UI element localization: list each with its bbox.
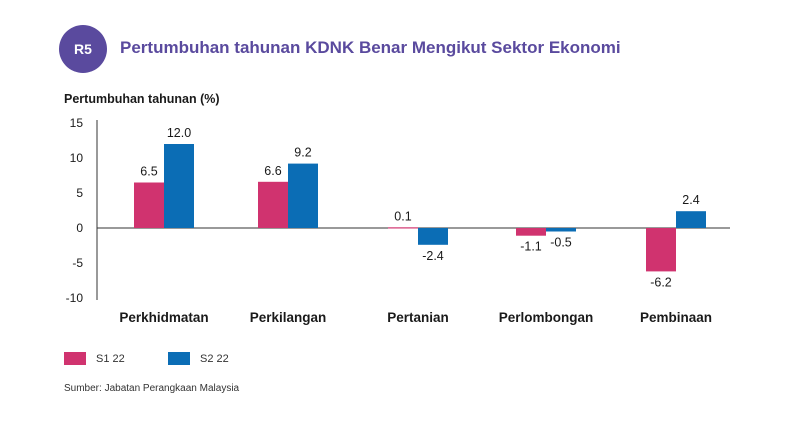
x-category-label: Perlombongan (499, 310, 594, 325)
data-label: 2.4 (682, 193, 699, 207)
bar-s2-perkhidmatan (164, 144, 194, 228)
data-label: 9.2 (294, 146, 311, 160)
legend-swatch-s1 (64, 352, 86, 365)
y-tick-label: 0 (76, 221, 83, 235)
y-tick-label: 10 (70, 151, 84, 165)
data-label: -1.1 (520, 240, 542, 254)
legend-swatch-s2 (168, 352, 190, 365)
bar-s1-perlombongan (516, 228, 546, 236)
bar-s1-perkhidmatan (134, 182, 164, 228)
bar-s1-pertanian (388, 227, 418, 229)
x-category-label: Pembinaan (640, 310, 712, 325)
chart-title: Pertumbuhan tahunan KDNK Benar Mengikut … (120, 38, 621, 57)
legend-item-s2: S2 22 (168, 352, 229, 365)
bar-s2-pertanian (418, 228, 448, 245)
data-label: -0.5 (550, 236, 572, 250)
x-category-label: Pertanian (387, 310, 449, 325)
data-label: 0.1 (394, 209, 411, 223)
legend-label-s1: S1 22 (96, 352, 125, 365)
y-tick-label: 5 (76, 186, 83, 200)
source-note: Sumber: Jabatan Perangkaan Malaysia (64, 383, 240, 394)
data-label: -2.4 (422, 249, 444, 263)
bar-s2-perlombongan (546, 228, 576, 232)
data-label: 12.0 (167, 126, 191, 140)
y-tick-label: 15 (70, 116, 84, 130)
data-label: -6.2 (650, 275, 672, 289)
bar-s2-pembinaan (676, 211, 706, 228)
x-category-label: Perkilangan (250, 310, 327, 325)
y-tick-label: -10 (66, 291, 84, 305)
x-category-label: Perkhidmatan (119, 310, 208, 325)
bar-chart: 15 10 5 0 -5 -10 6.5 12.0 Perkhidmatan 6.6 9.2 Perk… (66, 116, 730, 325)
y-tick-label: -5 (72, 256, 83, 270)
bar-s1-pembinaan (646, 228, 676, 272)
data-label: 6.6 (264, 164, 281, 178)
chart-badge: R5 (59, 25, 107, 73)
legend-label-s2: S2 22 (200, 352, 229, 365)
bar-s2-perkilangan (288, 163, 318, 228)
data-label: 6.5 (140, 165, 157, 179)
y-axis-label: Pertumbuhan tahunan (%) (64, 92, 220, 106)
bar-s1-perkilangan (258, 181, 288, 228)
legend-item-s1: S1 22 (64, 352, 125, 365)
